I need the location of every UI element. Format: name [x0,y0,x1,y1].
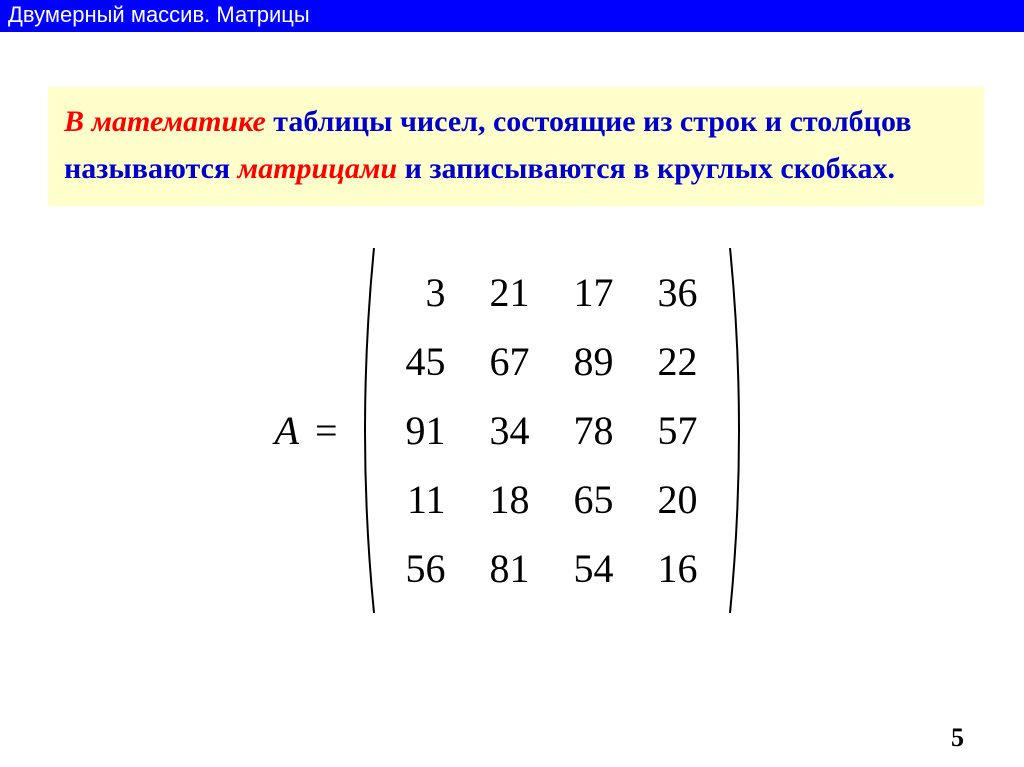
definition-part-4: и записываются в круглых скобках. [397,152,895,185]
matrix-cell: 78 [552,396,636,465]
matrix-cell: 36 [636,258,720,327]
matrix-cell: 18 [468,465,552,534]
matrix-row: 11186520 [384,465,720,534]
matrix-cell: 45 [384,327,468,396]
definition-red-2: матрицами [238,152,398,185]
matrix-label: A [275,407,299,454]
page-number: 5 [951,723,964,753]
matrix-cell: 54 [552,534,636,603]
definition-text: В математике таблицы чисел, состоящие из… [64,99,968,192]
right-paren-icon [728,246,750,615]
matrix-cell: 17 [552,258,636,327]
matrix-cell: 56 [384,534,468,603]
matrix-cell: 21 [468,258,552,327]
slide-title: Двумерный массив. Матрицы [8,2,310,28]
matrix-row: 3211736 [384,258,720,327]
matrix-cell: 3 [384,258,468,327]
matrix-cell: 20 [636,465,720,534]
matrix-cell: 81 [468,534,552,603]
matrix-equation: A = 321173645678922913478571118652056815… [275,246,750,615]
equals-sign: = [315,407,338,454]
definition-box: В математике таблицы чисел, состоящие из… [48,87,984,206]
matrix-cell: 34 [468,396,552,465]
matrix-cell: 89 [552,327,636,396]
matrix-row: 56815416 [384,534,720,603]
matrix-cell: 11 [384,465,468,534]
matrix-cell: 65 [552,465,636,534]
left-paren-icon [354,246,376,615]
matrix-area: A = 321173645678922913478571118652056815… [0,246,1024,615]
matrix-cell: 67 [468,327,552,396]
matrix-row: 45678922 [384,327,720,396]
matrix-cell: 22 [636,327,720,396]
matrix-cell: 91 [384,396,468,465]
matrix-cell: 57 [636,396,720,465]
matrix-row: 91347857 [384,396,720,465]
matrix-body: 321173645678922913478571118652056815416 [354,246,750,615]
slide-header: Двумерный массив. Матрицы [0,0,1024,32]
definition-red-1: В математике [64,105,266,138]
matrix-cell: 16 [636,534,720,603]
matrix-table: 321173645678922913478571118652056815416 [384,258,720,603]
